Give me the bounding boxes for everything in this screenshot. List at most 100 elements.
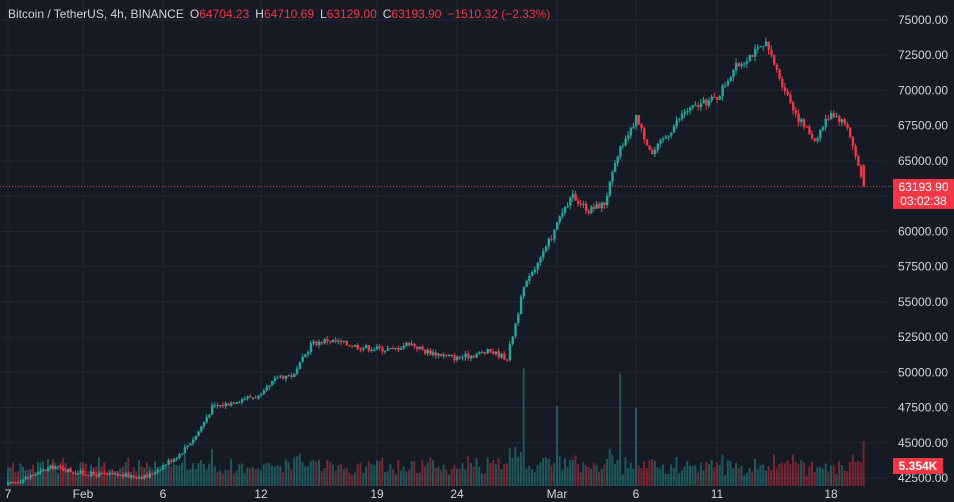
candle-body[interactable] <box>367 345 371 351</box>
candle-body[interactable] <box>458 356 462 359</box>
candle-body[interactable] <box>838 116 841 122</box>
candle-body[interactable] <box>737 63 741 67</box>
candle-body[interactable] <box>318 341 321 346</box>
candle-body[interactable] <box>254 397 257 399</box>
candle-body[interactable] <box>705 99 708 106</box>
candle-body[interactable] <box>315 341 318 346</box>
candle-body[interactable] <box>320 341 324 344</box>
candle-body[interactable] <box>232 402 236 404</box>
candle-body[interactable] <box>392 348 395 350</box>
candle-body[interactable] <box>304 354 307 357</box>
candle-body[interactable] <box>221 405 225 407</box>
candle-body[interactable] <box>426 350 430 354</box>
candle-body[interactable] <box>213 405 217 407</box>
candle-body[interactable] <box>821 127 825 130</box>
candle-body[interactable] <box>240 399 244 402</box>
candle-body[interactable] <box>268 385 271 388</box>
candle-body[interactable] <box>528 275 531 281</box>
candle-body[interactable] <box>52 465 55 469</box>
candle-body[interactable] <box>800 119 803 123</box>
candle-body[interactable] <box>323 339 326 344</box>
candle-body[interactable] <box>227 403 230 406</box>
candle-body[interactable] <box>707 100 711 106</box>
candle-body[interactable] <box>827 118 830 120</box>
candle-body[interactable] <box>127 473 130 478</box>
candle-body[interactable] <box>445 354 448 356</box>
candle-body[interactable] <box>494 351 498 354</box>
candle-body[interactable] <box>362 348 365 350</box>
candle-body[interactable] <box>745 61 749 64</box>
candle-body[interactable] <box>230 402 233 406</box>
candle-body[interactable] <box>116 473 120 476</box>
candle-body[interactable] <box>216 405 219 407</box>
candle-body[interactable] <box>442 354 446 357</box>
candle-body[interactable] <box>519 296 523 315</box>
candle-body[interactable] <box>124 473 128 477</box>
price-axis[interactable]: 75000.00 72500.00 70000.00 67500.00 65000.00… <box>898 13 948 485</box>
candle-body[interactable] <box>469 355 473 359</box>
candle-body[interactable] <box>514 323 517 337</box>
candle-body[interactable] <box>353 344 357 347</box>
candle-body[interactable] <box>613 163 617 172</box>
candle-body[interactable] <box>857 156 860 166</box>
candle-body[interactable] <box>326 339 329 342</box>
candle-body[interactable] <box>587 211 590 214</box>
candle-body[interactable] <box>675 120 678 127</box>
candle-body[interactable] <box>762 46 765 48</box>
time-axis[interactable]: 7 Feb 6 12 19 24 Mar 6 11 18 <box>5 487 838 501</box>
candle-body[interactable] <box>72 472 75 474</box>
candle-body[interactable] <box>854 145 857 157</box>
candle-body[interactable] <box>579 203 583 205</box>
candle-body[interactable] <box>472 355 476 358</box>
candle-body[interactable] <box>413 343 416 347</box>
candle-body[interactable] <box>208 414 211 418</box>
candle-body[interactable] <box>697 105 700 108</box>
candle-body[interactable] <box>500 353 503 358</box>
candle-body[interactable] <box>82 470 85 475</box>
candle-body[interactable] <box>37 471 40 475</box>
candle-body[interactable] <box>219 405 222 407</box>
candle-body[interactable] <box>373 349 376 351</box>
candle-body[interactable] <box>653 150 657 155</box>
candle-body[interactable] <box>461 357 464 359</box>
candle-body[interactable] <box>337 340 340 342</box>
candle-body[interactable] <box>846 123 849 128</box>
candle-body[interactable] <box>713 96 716 98</box>
candle-body[interactable] <box>434 352 438 356</box>
candle-body[interactable] <box>783 87 787 92</box>
candle-body[interactable] <box>686 110 689 113</box>
candle-body[interactable] <box>808 126 811 135</box>
candle-body[interactable] <box>7 483 10 486</box>
candle-body[interactable] <box>151 473 154 475</box>
candle-body[interactable] <box>106 473 109 475</box>
candle-body[interactable] <box>154 472 157 474</box>
candle-body[interactable] <box>290 375 293 378</box>
candle-body[interactable] <box>87 475 90 477</box>
candle-body[interactable] <box>729 76 732 82</box>
candle-body[interactable] <box>759 46 762 48</box>
candle-body[interactable] <box>381 347 384 352</box>
candle-body[interactable] <box>14 482 17 484</box>
candle-body[interactable] <box>840 119 844 122</box>
candle-body[interactable] <box>416 346 419 349</box>
candle-body[interactable] <box>450 355 454 357</box>
candle-body[interactable] <box>619 146 622 157</box>
candle-body[interactable] <box>164 464 168 466</box>
candle-body[interactable] <box>547 238 551 247</box>
candle-body[interactable] <box>756 47 760 49</box>
candle-body[interactable] <box>569 197 572 206</box>
candle-body[interactable] <box>12 482 15 484</box>
candle-body[interactable] <box>582 203 585 205</box>
candle-body[interactable] <box>340 340 343 343</box>
candle-body[interactable] <box>432 352 435 355</box>
candle-body[interactable] <box>577 200 580 204</box>
candle-body[interactable] <box>781 78 784 88</box>
candle-body[interactable] <box>312 341 315 344</box>
candle-body[interactable] <box>811 134 814 139</box>
candle-body[interactable] <box>740 64 743 67</box>
candle-body[interactable] <box>767 41 770 50</box>
candle-body[interactable] <box>592 206 596 209</box>
candle-body[interactable] <box>408 342 411 346</box>
candle-body[interactable] <box>397 347 400 350</box>
candle-body[interactable] <box>832 113 836 118</box>
